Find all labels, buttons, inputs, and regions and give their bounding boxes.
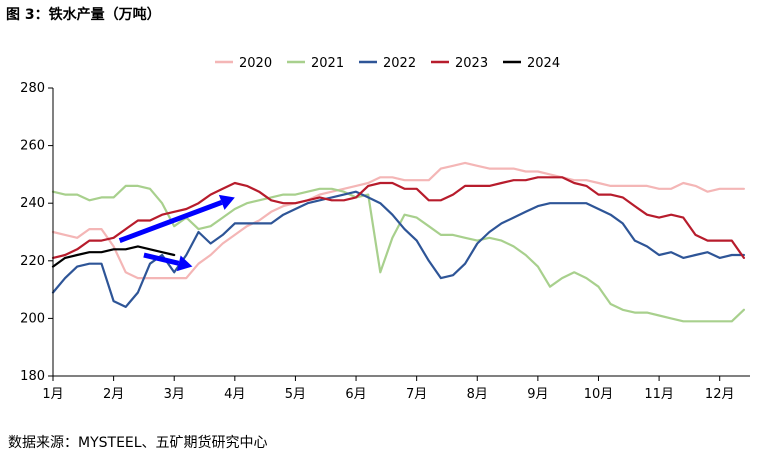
x-tick-label: 11月 (644, 387, 674, 402)
series-line-2024 (51, 245, 176, 268)
axes: 180 200 220 240 260 280 1月 2月 3月 4月 5月 6月 7月 8月 9月 10月 1… (20, 81, 750, 402)
y-tick-label: 260 (20, 139, 45, 154)
series-line-2022 (51, 190, 746, 308)
x-tick-label: 3月 (164, 387, 185, 402)
x-tick-label: 6月 (345, 387, 366, 402)
y-tick-label: 280 (20, 81, 45, 96)
chart-legend: 2020 2021 2022 2023 2024 (215, 56, 560, 71)
x-tick-label: 4月 (224, 387, 245, 402)
legend-label-2024: 2024 (527, 56, 560, 71)
annotation-arrow-shaft-1 (118, 200, 223, 243)
legend-label-2023: 2023 (455, 56, 488, 71)
legend-label-2021: 2021 (311, 56, 344, 71)
legend-label-2020: 2020 (239, 56, 272, 71)
annotation-arrow-shaft-2 (143, 252, 180, 266)
series-line-2020 (51, 161, 746, 280)
x-tick-label: 8月 (467, 387, 488, 402)
x-tick-label: 7月 (406, 387, 427, 402)
annotation-arrow-head-2 (176, 255, 193, 272)
page-title: 图 3：铁水产量（万吨） (6, 7, 161, 23)
x-tick-label: 9月 (527, 387, 548, 402)
y-tick-label: 200 (20, 311, 45, 326)
legend-label-2022: 2022 (383, 56, 416, 71)
y-tick-label: 180 (20, 369, 45, 384)
data-source-note: 数据来源：MYSTEEL、五矿期货研究中心 (8, 435, 268, 451)
x-tick-label: 5月 (285, 387, 306, 402)
x-tick-label: 1月 (42, 387, 63, 402)
series-line-2023 (51, 176, 746, 259)
x-tick-label: 10月 (584, 387, 614, 402)
x-tick-label: 12月 (705, 387, 735, 402)
plot-area (51, 161, 746, 323)
annotation-arrow-head-1 (218, 194, 235, 210)
series-line-2021 (51, 184, 746, 323)
y-tick-label: 240 (20, 196, 45, 211)
x-tick-label: 2月 (103, 387, 124, 402)
y-tick-label: 220 (20, 254, 45, 269)
